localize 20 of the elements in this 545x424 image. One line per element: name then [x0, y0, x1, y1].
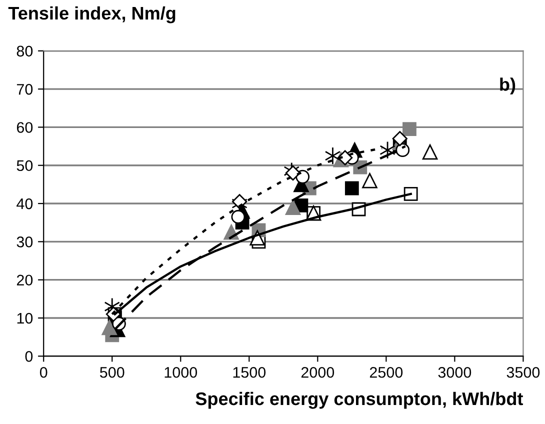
x-tick-label: 2500 [370, 366, 403, 378]
x-tick-label: 0 [40, 366, 48, 378]
x-tick-label: 500 [100, 366, 124, 378]
x-tick-label: 3000 [438, 366, 472, 378]
y-tick-label: 50 [16, 160, 33, 172]
y-tick-label: 60 [16, 122, 33, 133]
y-tick-label: 10 [17, 312, 33, 324]
y-tick-label: 40 [16, 198, 33, 210]
x-tick-label: 1500 [233, 366, 266, 378]
y-tick-label: 30 [16, 236, 33, 248]
y-tick-label: 20 [16, 274, 33, 286]
x-tick-label: 2000 [301, 366, 334, 378]
y-tick-label: 70 [16, 84, 33, 95]
y-tick-label: 0 [25, 351, 33, 362]
y-tick-label: 80 [16, 46, 33, 57]
annotation: b) [500, 78, 516, 94]
y-axis-title: Tensile index, Nm/g [8, 6, 176, 24]
x-tick-label: 1000 [164, 366, 198, 378]
x-axis-title: Specific energy consumpton, kWh/bdt [196, 392, 523, 409]
x-tick-label: 3500 [506, 366, 540, 378]
